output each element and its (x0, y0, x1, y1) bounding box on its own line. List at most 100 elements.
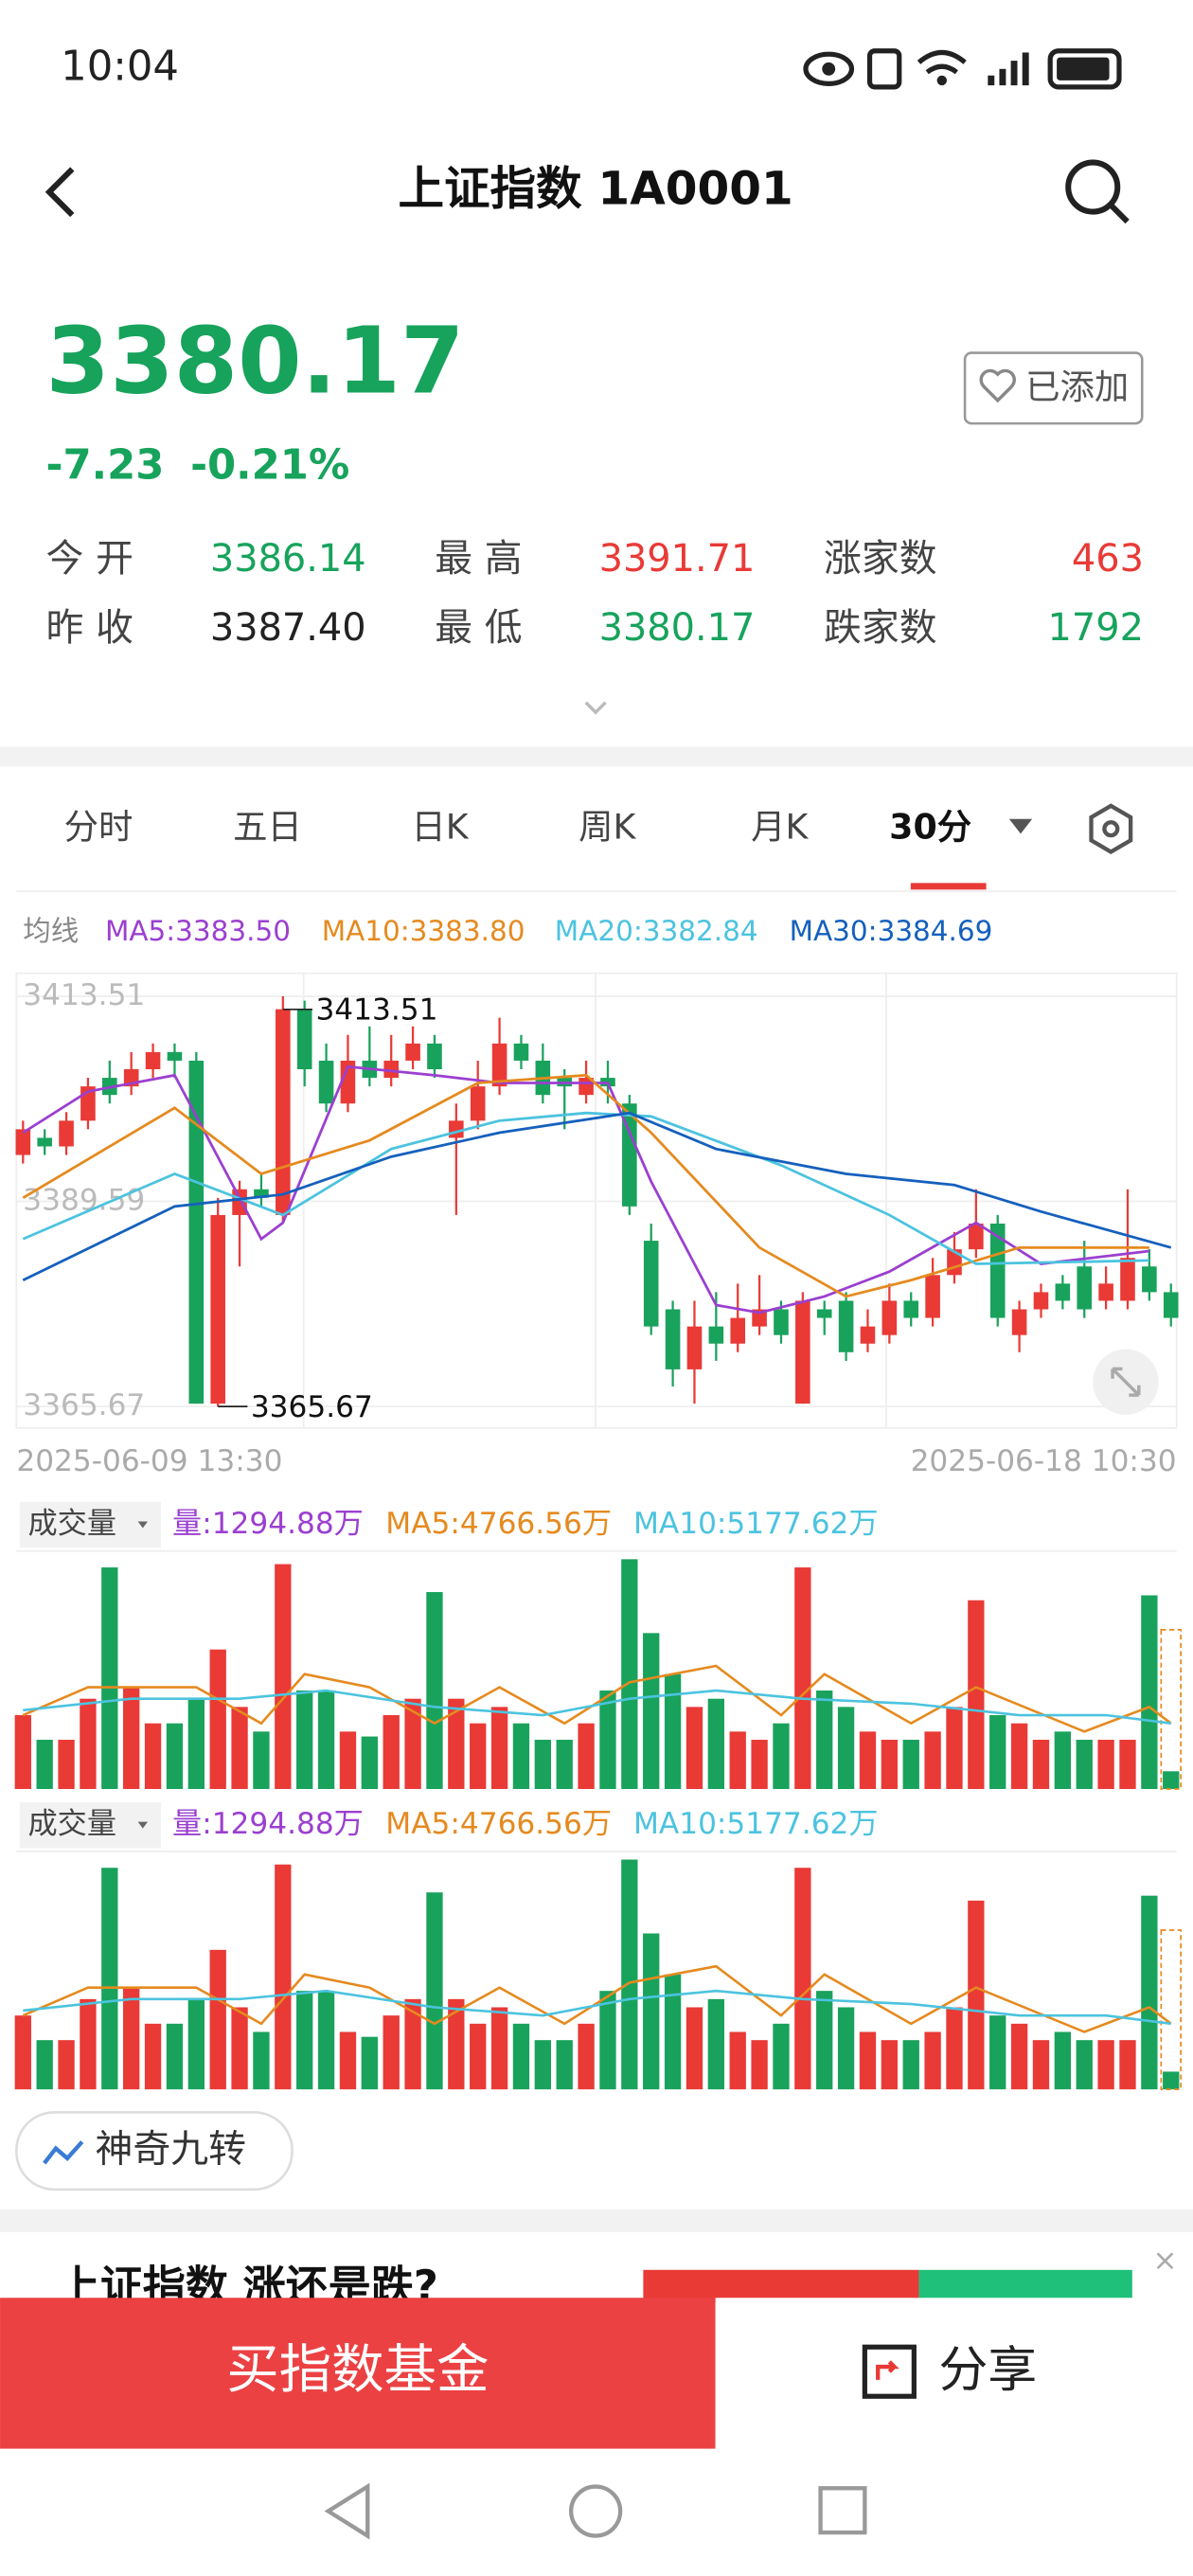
volume-bar (794, 1868, 811, 2090)
volume-bar (187, 1998, 205, 2090)
volume-bar (490, 1707, 508, 1790)
volume-bar (1054, 1731, 1072, 1790)
status-time: 10:04 (61, 43, 179, 90)
volume-bar (231, 2007, 248, 2090)
share-icon (862, 2344, 917, 2399)
candle-body (405, 1043, 420, 1061)
volume-bar (426, 1892, 443, 2090)
volume-bar (404, 1698, 421, 1790)
dropdown-arrow[interactable] (1008, 818, 1033, 834)
volume-bar (599, 1991, 616, 2090)
y-tick-label: 3365.67 (23, 1388, 145, 1422)
buy-button[interactable] (0, 2298, 716, 2449)
volume-bar (578, 2023, 595, 2090)
volume-highlight (1160, 1929, 1183, 2091)
back-button[interactable] (45, 167, 75, 218)
volume-bar (643, 1933, 660, 2090)
volume-dropdown (137, 1821, 149, 1829)
tab[interactable]: 周K (579, 807, 636, 848)
close-icon[interactable]: × (1152, 2244, 1177, 2278)
tab[interactable]: 分时 (64, 807, 134, 848)
volume-bar (1097, 1740, 1114, 1790)
volume-bar (448, 1698, 465, 1790)
volume-bar (924, 2031, 941, 2090)
candle-body (59, 1120, 74, 1147)
volume-bar (339, 1731, 357, 1790)
volume-bar (556, 1740, 573, 1790)
volume-bar (1119, 1740, 1136, 1790)
tab[interactable]: 月K (751, 807, 809, 848)
volume-bar (599, 1690, 616, 1790)
stat-label: 最 高 (435, 537, 522, 581)
volume-legend: MA10:5177.62万 (633, 1807, 879, 1841)
stat-value: 3387.40 (210, 606, 366, 650)
fullscreen-icon (1111, 1367, 1141, 1397)
max-label: 3413.51 (315, 993, 437, 1028)
volume-charts: 成交量 量:1294.88万 MA5:4766.56万 MA10:5177.62万成交… (14, 1501, 1183, 2091)
volume-label-box[interactable] (19, 1501, 161, 1548)
volume-ma-line (22, 1664, 1172, 1733)
candle-body (188, 1060, 205, 1404)
volume-bar (773, 1723, 790, 1790)
volume-bar (534, 1740, 551, 1790)
nav-home[interactable] (568, 2484, 623, 2538)
volume-bar (123, 1687, 140, 1790)
volume-bar (426, 1592, 443, 1790)
nav-recent[interactable] (818, 2486, 867, 2535)
candle-body (903, 1300, 919, 1318)
volume-bar (664, 1673, 682, 1790)
nav-back[interactable] (324, 2482, 370, 2540)
volume-bar (448, 1998, 465, 2090)
volume-bar (751, 1740, 768, 1790)
candle-body (860, 1326, 876, 1344)
ma-line (22, 1064, 1150, 1315)
volume-bar (837, 1707, 855, 1790)
expand-arrow[interactable] (584, 701, 607, 715)
volume-bar (924, 1731, 941, 1790)
volume-bar (404, 1998, 421, 2090)
volume-bar (1076, 1740, 1093, 1790)
volume-bar (123, 1987, 140, 2090)
volume-bar (729, 2031, 746, 2090)
volume-bar (14, 1715, 31, 1790)
search-button[interactable] (1065, 159, 1130, 224)
volume-bar (209, 1949, 226, 2090)
volume-bar (36, 2040, 53, 2090)
volume-bar (729, 1731, 746, 1790)
candle-body (1120, 1258, 1135, 1301)
stats: 今 开 3386.14 最 高 3391.71 涨家数 463 昨 收 3387.40 最 低 3… (46, 537, 1144, 650)
settings-icon[interactable] (1089, 803, 1133, 854)
volume-label-box[interactable] (19, 1801, 161, 1849)
volume-bar (686, 1707, 703, 1790)
volume-bar (144, 2023, 162, 2090)
volume-bar (1119, 2040, 1136, 2090)
volume-bar (1032, 2040, 1050, 2090)
volume-bar (837, 2007, 855, 2090)
candle-body (15, 1129, 31, 1155)
ma-line (22, 1111, 1149, 1265)
volume-bar (859, 1731, 877, 1790)
tab[interactable]: 日K (411, 807, 469, 848)
indicator-chip[interactable]: 神奇九转 (15, 2111, 294, 2191)
tab[interactable]: 30分 (889, 807, 971, 848)
banner-bar-up (643, 2269, 919, 2303)
volume-bar (1054, 2031, 1072, 2090)
share-button[interactable] (715, 2298, 1193, 2449)
ma-line (22, 1073, 1149, 1298)
volume-bar (166, 2023, 184, 2090)
volume-bar (1032, 1740, 1050, 1790)
volume-bar (253, 2031, 270, 2090)
buy-label: 买指数基金 (226, 2340, 489, 2401)
stat-value: 3386.14 (210, 537, 366, 581)
candle-body (752, 1309, 767, 1327)
added-label: 已添加 (1025, 367, 1129, 407)
stat-label: 最 低 (435, 606, 522, 650)
tab[interactable]: 五日 (233, 807, 302, 848)
stat-value: 3380.17 (599, 606, 756, 650)
volume-bar (556, 2040, 573, 2090)
volume-dropdown (137, 1521, 149, 1529)
volume-bar (946, 1707, 963, 1790)
candle-body (643, 1241, 659, 1327)
candle-body (513, 1043, 529, 1061)
volume-bar (816, 1991, 833, 2090)
